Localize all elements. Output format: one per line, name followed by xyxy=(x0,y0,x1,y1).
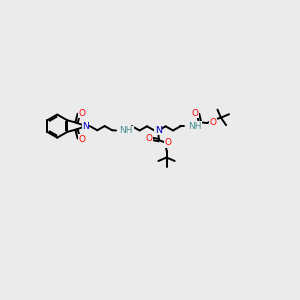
Text: NH: NH xyxy=(120,126,133,135)
Text: O: O xyxy=(192,109,199,118)
Text: O: O xyxy=(146,134,152,143)
Text: O: O xyxy=(210,118,217,127)
Text: O: O xyxy=(79,109,86,118)
Text: O: O xyxy=(165,139,172,148)
Text: N: N xyxy=(82,122,89,130)
Text: O: O xyxy=(79,135,86,144)
Text: NH: NH xyxy=(188,122,201,131)
Text: N: N xyxy=(155,126,162,135)
